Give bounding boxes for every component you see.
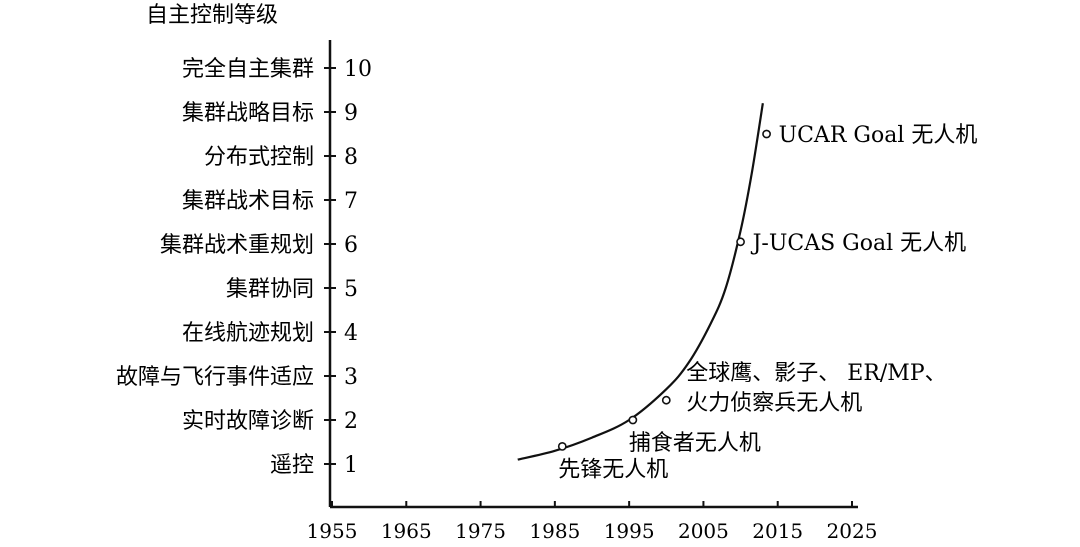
y-tick-number-1: 1: [344, 453, 358, 478]
x-tick-label-1975: 1975: [455, 519, 506, 543]
y-tick-number-6: 6: [344, 233, 358, 258]
y-level-label-9: 集群战略目标: [182, 101, 314, 126]
y-tick-number-9: 9: [344, 101, 358, 126]
y-level-label-2: 实时故障诊断: [182, 409, 314, 434]
data-point-1: [557, 441, 567, 451]
y-tick-number-2: 2: [344, 409, 358, 434]
point-annotation-5-line-1: UCAR Goal 无人机: [779, 123, 978, 148]
data-point-5: [762, 129, 771, 139]
x-tick-label-2015: 2015: [752, 519, 803, 543]
y-tick-number-4: 4: [344, 321, 358, 346]
data-point-3: [661, 395, 671, 405]
data-point-4: [736, 237, 745, 247]
y-tick-number-7: 7: [344, 189, 358, 214]
y-level-label-5: 集群协同: [226, 277, 314, 302]
y-level-label-10: 完全自主集群: [182, 57, 314, 82]
x-tick-label-1985: 1985: [529, 519, 580, 543]
y-tick-number-5: 5: [344, 277, 358, 302]
point-annotation-3-line-1: 全球鹰、影子、 ER/MP、: [686, 361, 946, 386]
y-tick-number-3: 3: [344, 365, 358, 390]
y-axis-title: 自主控制等级: [146, 3, 278, 28]
x-tick-label-1955: 1955: [307, 519, 358, 543]
y-level-label-7: 集群战术目标: [182, 189, 314, 214]
y-level-label-6: 集群战术重规划: [160, 233, 314, 258]
y-level-label-4: 在线航迹规划: [182, 321, 314, 346]
trend-curve: [517, 103, 764, 461]
y-level-label-3: 故障与飞行事件适应: [116, 365, 314, 390]
x-tick-label-2025: 2025: [827, 519, 878, 543]
y-tick-number-10: 10: [344, 57, 372, 82]
data-point-2: [628, 415, 638, 425]
point-annotation-3-line-2: 火力侦察兵无人机: [686, 391, 862, 416]
point-annotation-2-line-1: 捕食者无人机: [629, 431, 761, 456]
point-annotation-1-line-1: 先锋无人机: [558, 457, 668, 482]
x-tick-label-2005: 2005: [678, 519, 729, 543]
point-annotation-4-line-1: J-UCAS Goal 无人机: [751, 231, 967, 256]
x-tick-label-1965: 1965: [381, 519, 432, 543]
y-level-label-1: 遥控: [270, 453, 314, 478]
y-level-label-8: 分布式控制: [204, 145, 314, 170]
y-tick-number-8: 8: [344, 145, 358, 170]
x-tick-label-1995: 1995: [604, 519, 655, 543]
